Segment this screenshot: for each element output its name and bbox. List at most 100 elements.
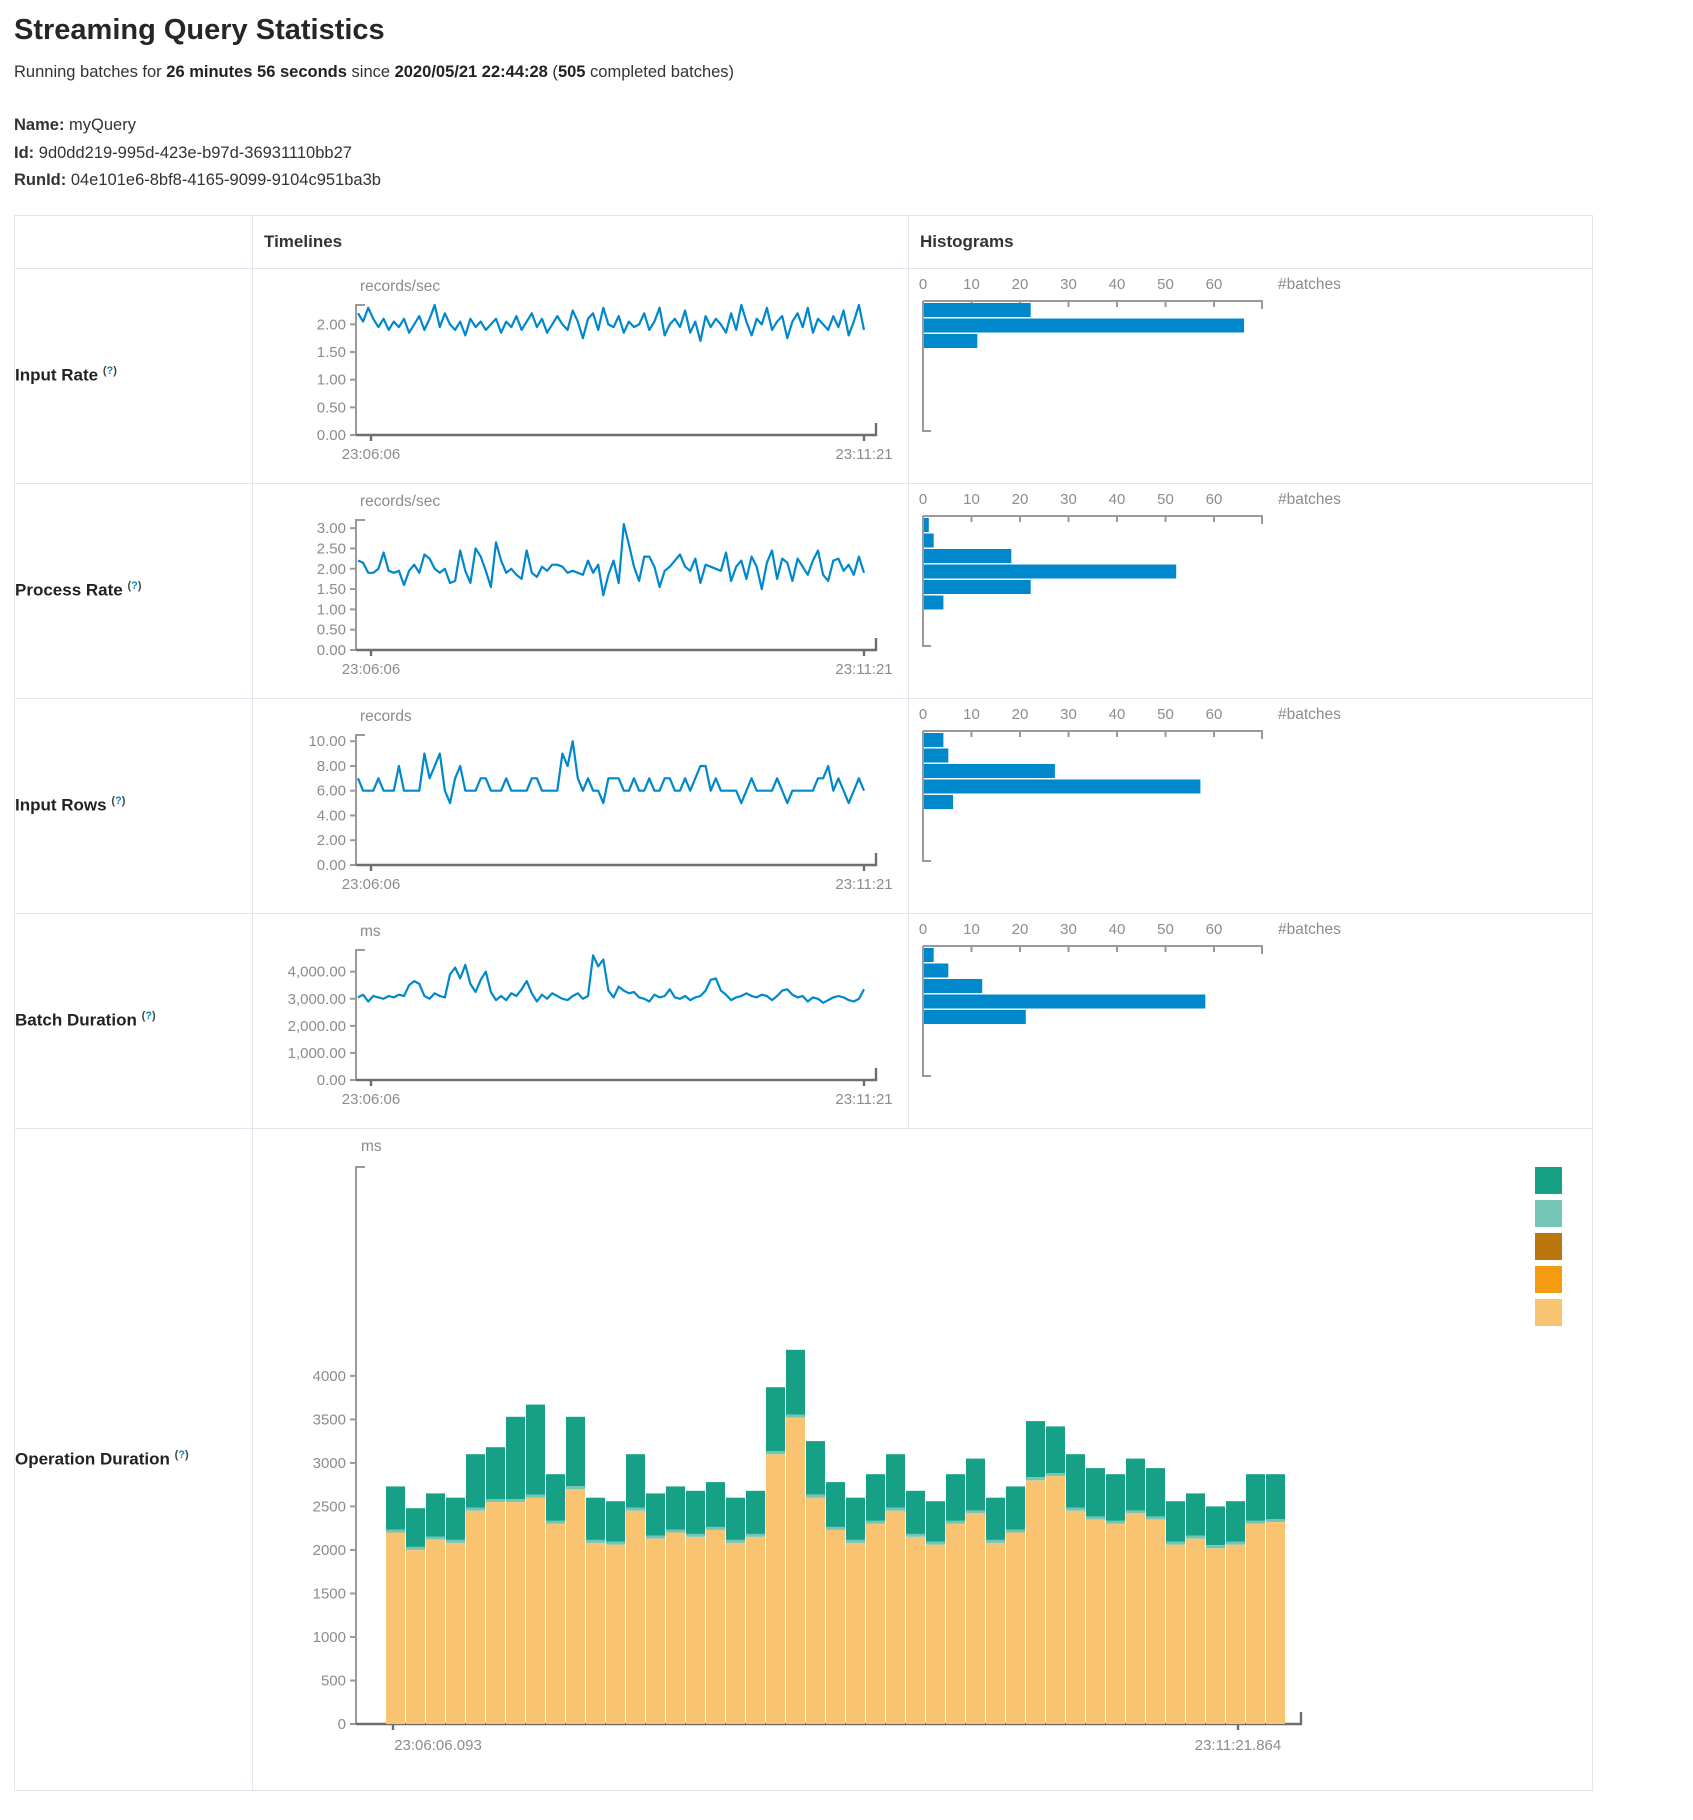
svg-text:0: 0 <box>919 491 927 508</box>
input-rate-timeline-cell: records/sec 0.00 0.50 1.00 1.50 2.00 23:06:06 2… <box>252 267 909 484</box>
svg-text:4,000.00: 4,000.00 <box>288 963 346 980</box>
svg-text:30: 30 <box>1060 706 1077 723</box>
row-label: Process Rate <box>15 580 123 600</box>
id-value: 9d0dd219-995d-423e-b97d-36931110bb27 <box>38 143 352 162</box>
table-row: Process Rate (?) records/sec 0.00 0.50 1.00… <box>14 482 1593 699</box>
id-label: Id: <box>14 143 35 162</box>
corner-cell <box>14 214 253 269</box>
svg-text:60: 60 <box>1206 276 1223 293</box>
svg-text:60: 60 <box>1206 921 1223 938</box>
name-label: Name: <box>14 116 65 134</box>
svg-text:#batches: #batches <box>1278 491 1341 508</box>
summary-text: ( <box>547 63 558 81</box>
svg-text:6.00: 6.00 <box>317 782 346 799</box>
timelines-column-header: Timelines <box>252 214 909 269</box>
svg-text:2500: 2500 <box>313 1498 346 1515</box>
input-rows-timeline-chart: records 0.00 2.00 4.00 6.00 8.00 10.00 23:06:06… <box>308 708 892 893</box>
row-label: Batch Duration <box>15 1010 137 1030</box>
svg-text:20: 20 <box>1012 491 1029 508</box>
svg-text:20: 20 <box>1012 921 1029 938</box>
svg-text:30: 30 <box>1060 276 1077 293</box>
svg-text:50: 50 <box>1157 921 1174 938</box>
svg-text:10: 10 <box>963 491 980 508</box>
svg-text:8.00: 8.00 <box>317 757 346 774</box>
svg-text:2.00: 2.00 <box>317 316 346 333</box>
operation-duration-chart-cell: ms 0 500 1000 1500 2000 2500 3000 3500 4000 23:06:… <box>252 1127 1593 1791</box>
row-label: Operation Duration <box>15 1449 170 1469</box>
svg-text:0.00: 0.00 <box>317 427 346 444</box>
svg-text:0.00: 0.00 <box>317 1072 346 1089</box>
batch-duration-label-cell: Batch Duration (?) <box>14 912 253 1129</box>
svg-text:1,000.00: 1,000.00 <box>288 1044 346 1061</box>
operation-duration-help-icon[interactable]: (?) <box>174 1448 189 1461</box>
svg-text:2,000.00: 2,000.00 <box>288 1017 346 1034</box>
svg-text:10: 10 <box>963 921 980 938</box>
input-rate-histogram-chart: 0 10 20 30 40 50 60 #batches <box>919 276 1341 432</box>
batch-duration-histogram-chart: 0 10 20 30 40 50 60 #batches <box>919 921 1341 1077</box>
histograms-column-header: Histograms <box>908 214 1593 269</box>
svg-text:10.00: 10.00 <box>308 733 346 750</box>
query-id-line: Id: 9d0dd219-995d-423e-b97d-36931110bb27 <box>14 140 1679 168</box>
process-rate-timeline-chart: records/sec 0.00 0.50 1.00 1.50 2.00 2.50 3.00 2… <box>317 493 893 678</box>
input-rows-help-icon[interactable]: (?) <box>111 795 126 808</box>
input-rate-label-cell: Input Rate (?) <box>14 267 253 484</box>
svg-text:#batches: #batches <box>1278 921 1341 938</box>
svg-text:10: 10 <box>963 276 980 293</box>
runid-value: 04e101e6-8bf8-4165-9099-9104c951ba3b <box>70 171 381 189</box>
process-rate-label-cell: Process Rate (?) <box>14 482 253 699</box>
svg-text:23:06:06: 23:06:06 <box>342 446 400 463</box>
svg-text:10: 10 <box>963 706 980 723</box>
svg-text:3500: 3500 <box>313 1411 346 1428</box>
svg-text:4.00: 4.00 <box>317 807 346 824</box>
input-rate-timeline-chart: records/sec 0.00 0.50 1.00 1.50 2.00 23:06:06 2… <box>317 278 893 463</box>
svg-text:2000: 2000 <box>313 1541 346 1558</box>
svg-text:23:11:21: 23:11:21 <box>835 1091 892 1108</box>
svg-text:0: 0 <box>919 276 927 293</box>
svg-text:60: 60 <box>1206 706 1223 723</box>
svg-text:1500: 1500 <box>313 1585 346 1602</box>
batch-duration-help-icon[interactable]: (?) <box>141 1010 156 1023</box>
svg-text:0: 0 <box>919 706 927 723</box>
svg-text:30: 30 <box>1060 921 1077 938</box>
input-rows-histogram-chart: 0 10 20 30 40 50 60 #batches <box>919 706 1341 862</box>
svg-text:ms: ms <box>360 923 381 940</box>
svg-text:23:06:06: 23:06:06 <box>342 876 400 893</box>
svg-text:0.50: 0.50 <box>317 399 346 416</box>
summary-text: completed batches) <box>585 63 735 81</box>
input-rows-timeline-cell: records 0.00 2.00 4.00 6.00 8.00 10.00 23:06:06… <box>252 697 909 914</box>
process-rate-histogram-chart: 0 10 20 30 40 50 60 #batches <box>919 491 1341 647</box>
svg-text:0: 0 <box>338 1716 346 1733</box>
svg-text:23:11:21: 23:11:21 <box>835 876 892 893</box>
svg-text:records/sec: records/sec <box>360 278 440 295</box>
svg-text:3.00: 3.00 <box>317 520 346 537</box>
svg-text:ms: ms <box>361 1138 382 1155</box>
svg-text:0.00: 0.00 <box>317 642 346 659</box>
svg-text:1.50: 1.50 <box>317 344 346 361</box>
svg-text:50: 50 <box>1157 276 1174 293</box>
svg-text:records: records <box>360 708 412 725</box>
table-row: Input Rate (?) records/sec 0.00 0.50 1.00 1.… <box>14 267 1593 484</box>
batch-duration-timeline-cell: ms 0.00 1,000.00 2,000.00 3,000.00 4,000.00 23… <box>252 912 909 1129</box>
svg-text:20: 20 <box>1012 706 1029 723</box>
svg-text:0.00: 0.00 <box>317 857 346 874</box>
svg-text:3,000.00: 3,000.00 <box>288 990 346 1007</box>
svg-text:#batches: #batches <box>1278 276 1341 293</box>
summary-text: Running batches for <box>14 63 167 81</box>
svg-text:2.00: 2.00 <box>317 832 346 849</box>
page-title: Streaming Query Statistics <box>14 14 385 46</box>
svg-text:500: 500 <box>321 1672 346 1689</box>
svg-text:23:06:06: 23:06:06 <box>342 661 400 678</box>
svg-text:30: 30 <box>1060 491 1077 508</box>
input-rate-help-icon[interactable]: (?) <box>102 365 117 378</box>
svg-text:23:06:06.093: 23:06:06.093 <box>394 1737 482 1754</box>
process-rate-help-icon[interactable]: (?) <box>127 580 142 593</box>
svg-text:23:11:21.864: 23:11:21.864 <box>1195 1737 1281 1754</box>
svg-text:#batches: #batches <box>1278 706 1341 723</box>
svg-text:1000: 1000 <box>313 1628 346 1645</box>
row-label: Input Rate <box>15 365 99 385</box>
process-rate-histogram-cell: 0 10 20 30 40 50 60 #batches <box>908 482 1593 699</box>
completed-batches-count: 505 <box>557 63 586 81</box>
input-rows-histogram-cell: 0 10 20 30 40 50 60 #batches <box>908 697 1593 914</box>
svg-text:3000: 3000 <box>313 1454 346 1471</box>
start-timestamp: 2020/05/21 22:44:28 <box>394 63 548 81</box>
